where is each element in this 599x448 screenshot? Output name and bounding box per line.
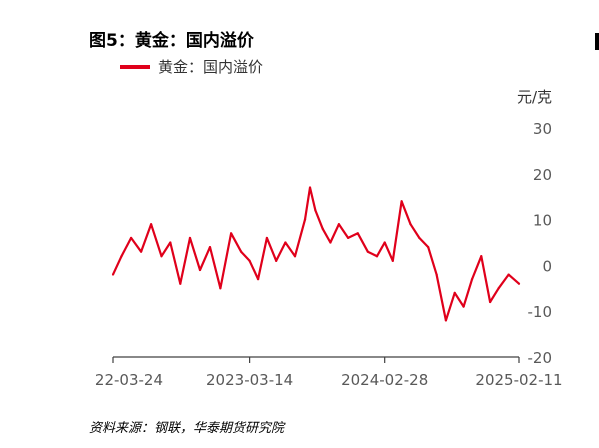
data-point	[208, 245, 212, 249]
data-point	[427, 245, 430, 249]
y-tick-label: 10	[533, 212, 552, 230]
y-axis-unit: 元/克	[517, 88, 552, 106]
data-point	[497, 287, 500, 290]
x-tick-label: 22-03-24	[95, 371, 163, 389]
x-tick-label: 2023-03-14	[206, 371, 293, 389]
data-point	[169, 241, 172, 244]
data-point	[507, 273, 510, 276]
chart-title: 图5：黄金：国内溢价	[89, 31, 254, 51]
data-point	[303, 218, 307, 221]
data-point	[462, 305, 465, 308]
data-point	[480, 255, 483, 258]
axis-layer: 22-03-24 2023-03-14 2024-02-28 2025-02-11 30…	[95, 88, 563, 389]
data-point	[314, 209, 317, 212]
data-point	[230, 232, 233, 235]
y-tick-label: 20	[533, 166, 552, 184]
data-point	[409, 223, 412, 226]
x-tick-label: 2024-02-28	[341, 371, 428, 389]
data-point	[321, 227, 324, 230]
data-point	[160, 255, 163, 258]
data-point	[489, 300, 492, 304]
data-point	[111, 273, 115, 276]
data-point	[248, 259, 251, 262]
data-point	[470, 278, 474, 281]
y-tick-label: -20	[528, 349, 553, 367]
y-tick-label: -10	[528, 303, 553, 321]
legend-label: 黄金：国内溢价	[158, 58, 264, 76]
data-point	[517, 282, 521, 285]
data-point	[265, 236, 269, 240]
legend: 黄金：国内溢价	[120, 56, 263, 77]
data-point	[356, 232, 359, 235]
data-point	[329, 241, 332, 244]
y-tick-label: 30	[533, 120, 552, 138]
data-point	[375, 255, 379, 258]
data-point	[256, 278, 260, 281]
data-point	[275, 259, 278, 262]
edge-marker	[595, 33, 599, 50]
data-point	[308, 186, 312, 189]
data-point	[391, 259, 394, 262]
data-point	[337, 223, 340, 226]
data-point	[198, 268, 202, 272]
data-point	[383, 241, 386, 244]
data-point	[179, 282, 182, 285]
data-point	[188, 236, 192, 240]
data-point	[219, 287, 222, 290]
data-point	[139, 250, 143, 253]
legend-swatch	[120, 64, 150, 69]
data-point	[240, 250, 243, 253]
data-point	[366, 250, 369, 253]
data-point	[284, 241, 287, 244]
series-line	[112, 186, 520, 322]
y-tick-label: 0	[542, 257, 552, 275]
data-point	[400, 200, 403, 203]
data-point	[149, 223, 153, 226]
data-point	[293, 255, 297, 258]
source-note: 资料来源：钢联，华泰期货研究院	[89, 421, 285, 436]
data-point	[435, 273, 438, 276]
x-tick-label: 2025-02-11	[475, 371, 562, 389]
data-point	[347, 236, 350, 240]
data-point	[444, 319, 447, 322]
data-point	[453, 291, 456, 294]
series-layer	[111, 186, 521, 322]
data-point	[129, 236, 133, 240]
data-point	[120, 255, 123, 258]
data-point	[418, 236, 421, 240]
